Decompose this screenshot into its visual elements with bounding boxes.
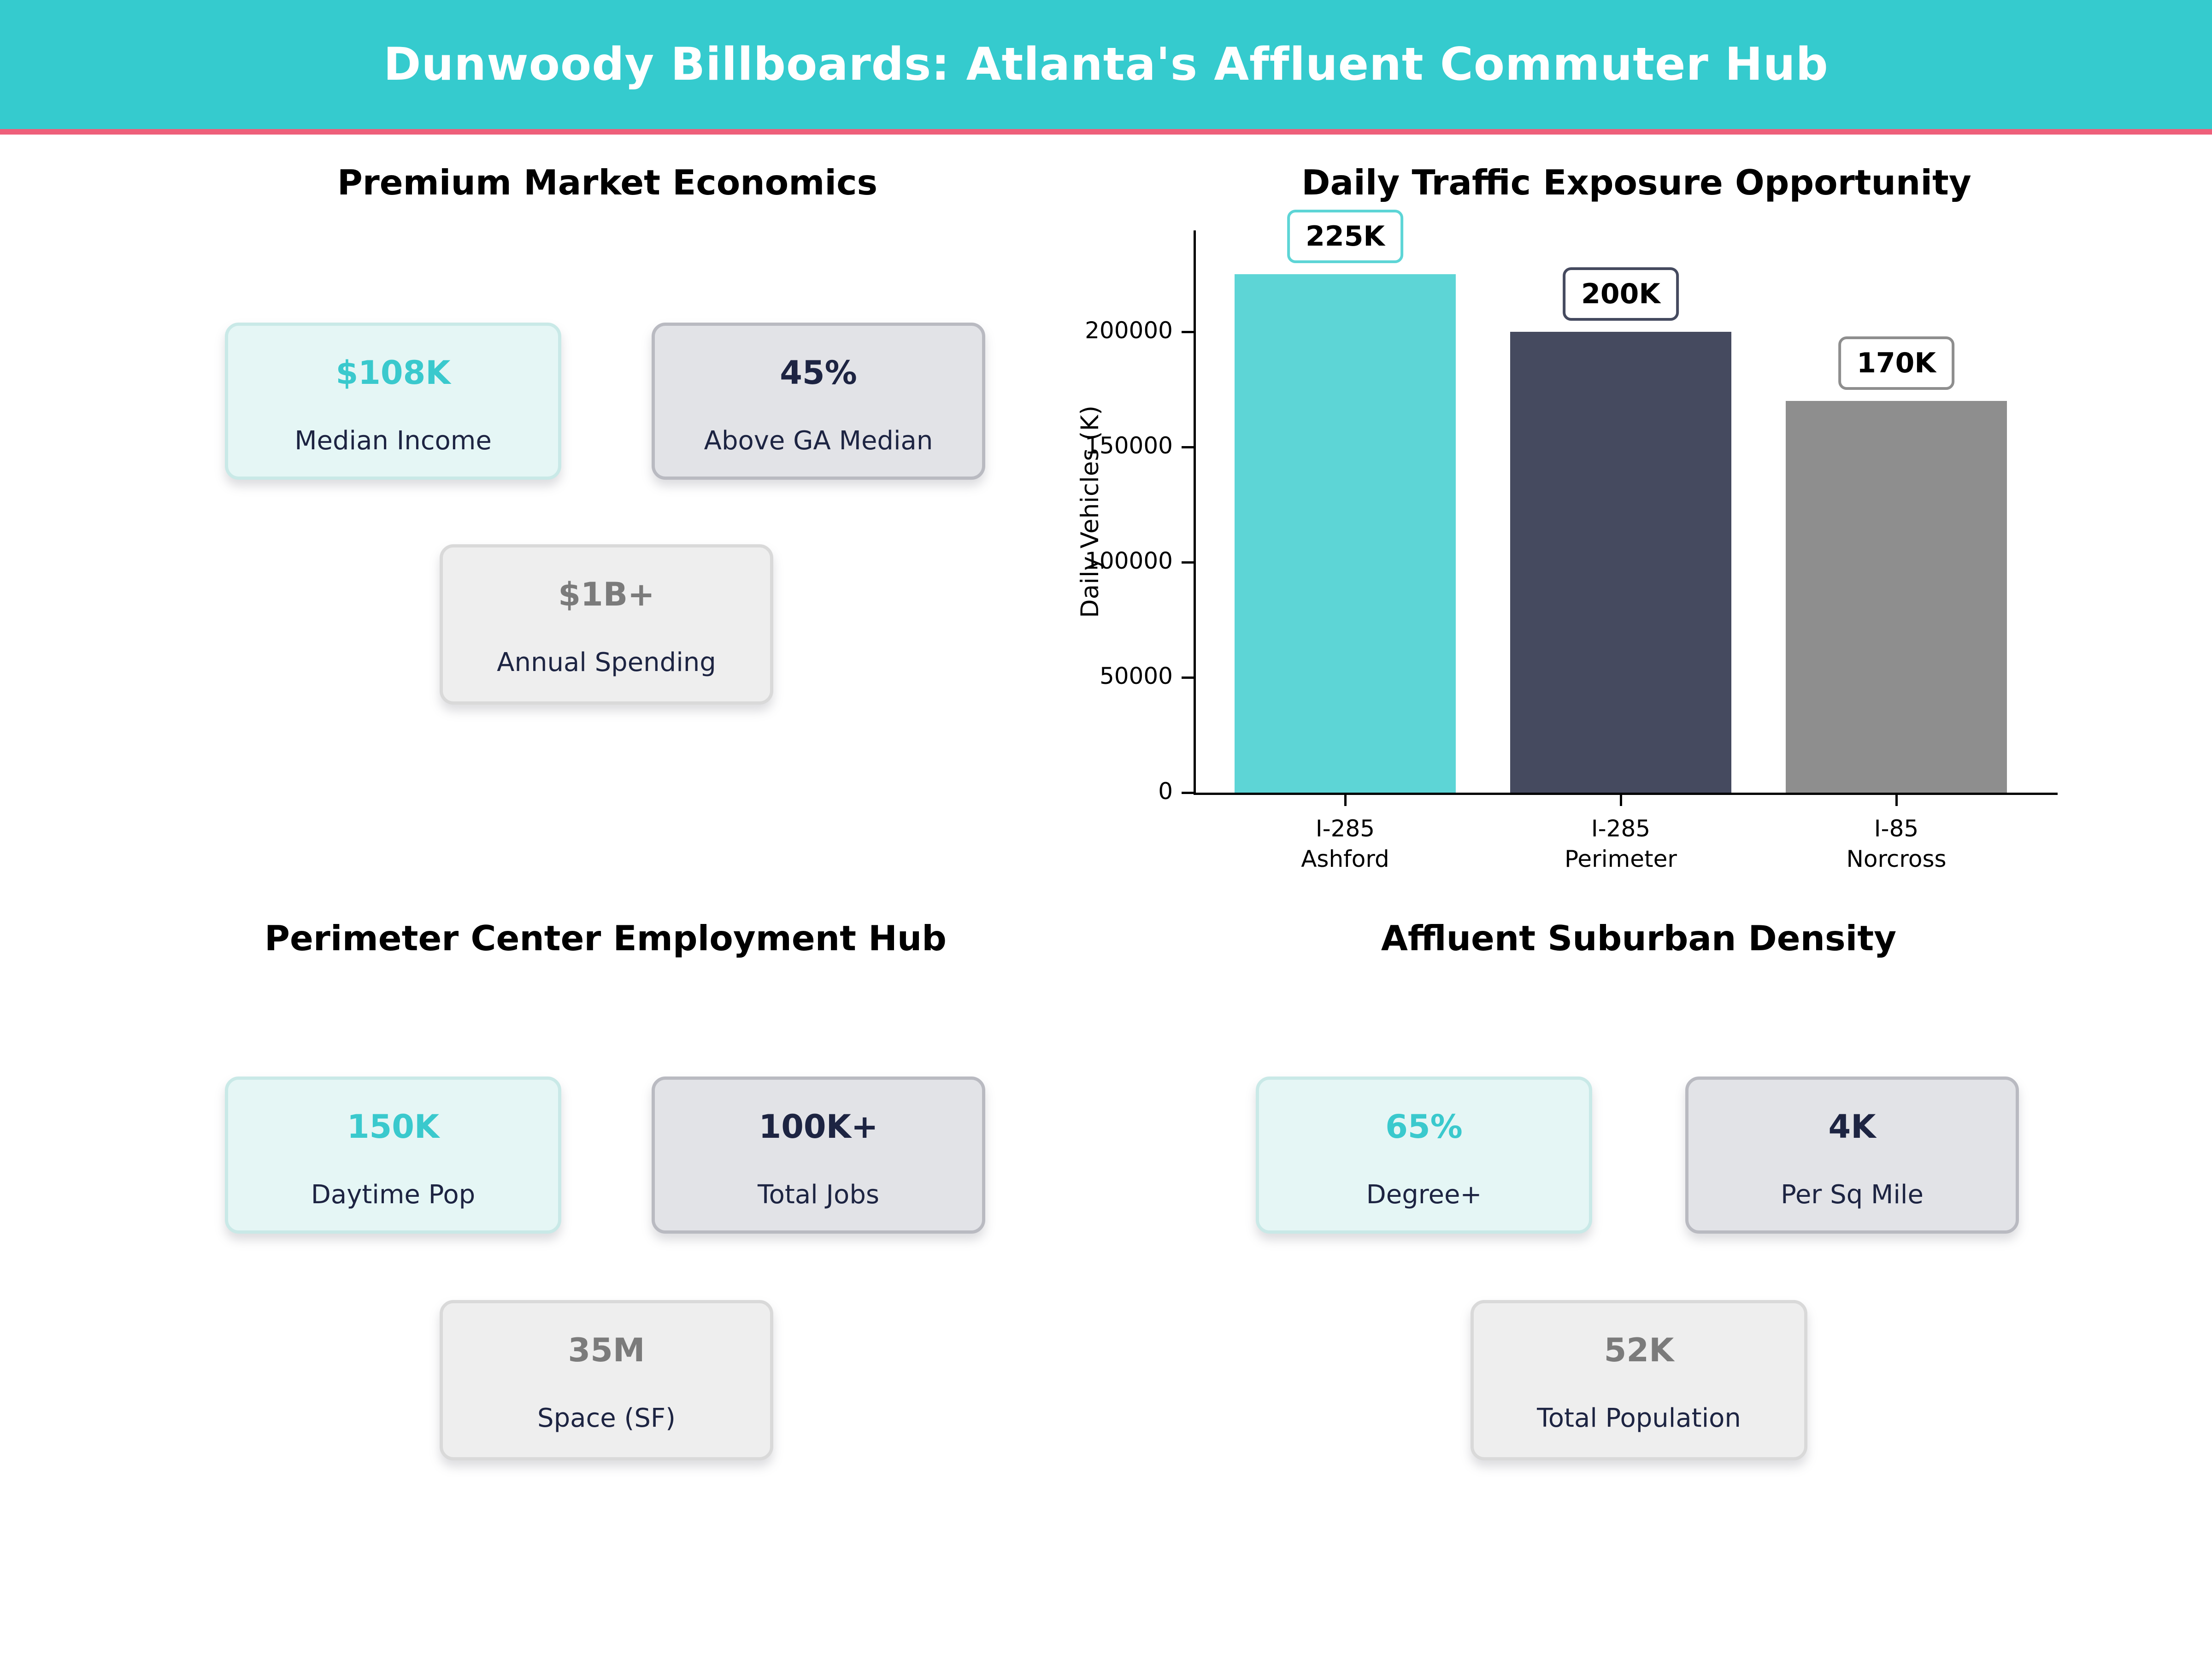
traffic-bar [1510, 332, 1731, 793]
stat-value: $1B+ [558, 576, 655, 613]
y-tick-label: 50000 [1099, 663, 1173, 689]
y-axis-label: Daily Vehicles (K) [1076, 405, 1105, 618]
y-tick-mark [1182, 331, 1194, 333]
y-tick-mark [1182, 446, 1194, 448]
x-tick-label-line: Ashford [1301, 846, 1389, 872]
y-tick-label: 200000 [1085, 317, 1173, 344]
stat-label: Degree+ [1366, 1180, 1482, 1210]
stat-value: 65% [1385, 1108, 1463, 1146]
card-daytime-pop: 150K Daytime Pop [225, 1077, 561, 1234]
x-tick-label-line: I-285 [1591, 815, 1651, 842]
x-tick-label-line: Perimeter [1565, 846, 1677, 872]
card-total-population: 52K Total Population [1471, 1300, 1807, 1460]
stat-label: Above GA Median [704, 426, 933, 456]
stat-label: Space (SF) [537, 1403, 676, 1433]
stat-value: $108K [335, 354, 451, 392]
bar-value-label: 200K [1563, 267, 1679, 321]
y-tick-label: 0 [1158, 778, 1173, 805]
card-space-sf: 35M Space (SF) [440, 1300, 773, 1460]
card-median-income: $108K Median Income [225, 323, 561, 480]
x-tick-label: I-85 Norcross [1758, 813, 2035, 874]
stat-label: Annual Spending [497, 647, 716, 677]
section-title-traffic-chart: Daily Traffic Exposure Opportunity [1301, 162, 1971, 203]
bar-value-label: 170K [1838, 336, 1954, 390]
card-above-ga-median: 45% Above GA Median [652, 323, 985, 480]
card-degree-plus: 65% Degree+ [1256, 1077, 1592, 1234]
x-tick-label: I-285 Perimeter [1483, 813, 1759, 874]
header-banner [0, 0, 2212, 129]
stat-value: 35M [568, 1331, 645, 1369]
bar-value-label: 225K [1287, 210, 1403, 263]
stat-value: 150K [347, 1108, 440, 1146]
traffic-bar-chart: 0 50000 100000 150000 200000 Daily Vehicles (… [1076, 210, 2058, 872]
stat-label: Total Population [1537, 1403, 1741, 1433]
y-tick-mark [1182, 792, 1194, 794]
stat-value: 100K+ [759, 1108, 878, 1146]
stat-label: Daytime Pop [311, 1180, 476, 1210]
y-tick-mark [1182, 677, 1194, 679]
x-tick-mark [1620, 795, 1622, 806]
y-tick-label: 100000 [1085, 547, 1173, 574]
x-tick-mark [1344, 795, 1347, 806]
stat-value: 4K [1828, 1108, 1876, 1146]
page-title: Dunwoody Billboards: Atlanta's Affluent … [383, 38, 1829, 91]
section-title-density: Affluent Suburban Density [1381, 918, 1897, 959]
stat-value: 45% [780, 354, 857, 392]
section-title-employment: Perimeter Center Employment Hub [265, 918, 947, 959]
x-tick-mark [1895, 795, 1898, 806]
x-tick-label-line: I-85 [1874, 815, 1919, 842]
pink-divider [0, 129, 2212, 135]
x-tick-label-line: Norcross [1846, 846, 1947, 872]
x-tick-label-line: I-285 [1315, 815, 1375, 842]
stat-label: Total Jobs [757, 1180, 880, 1210]
stat-label: Per Sq Mile [1781, 1180, 1924, 1210]
card-total-jobs: 100K+ Total Jobs [652, 1077, 985, 1234]
x-tick-label: I-285 Ashford [1207, 813, 1483, 874]
card-per-sq-mile: 4K Per Sq Mile [1685, 1077, 2019, 1234]
traffic-bar [1786, 401, 2007, 793]
y-tick-mark [1182, 561, 1194, 564]
y-tick-label: 150000 [1085, 432, 1173, 459]
card-annual-spending: $1B+ Annual Spending [440, 544, 773, 705]
stat-label: Median Income [294, 426, 492, 456]
stat-value: 52K [1604, 1331, 1674, 1369]
section-title-economics: Premium Market Economics [337, 162, 878, 203]
traffic-bar [1235, 274, 1456, 793]
